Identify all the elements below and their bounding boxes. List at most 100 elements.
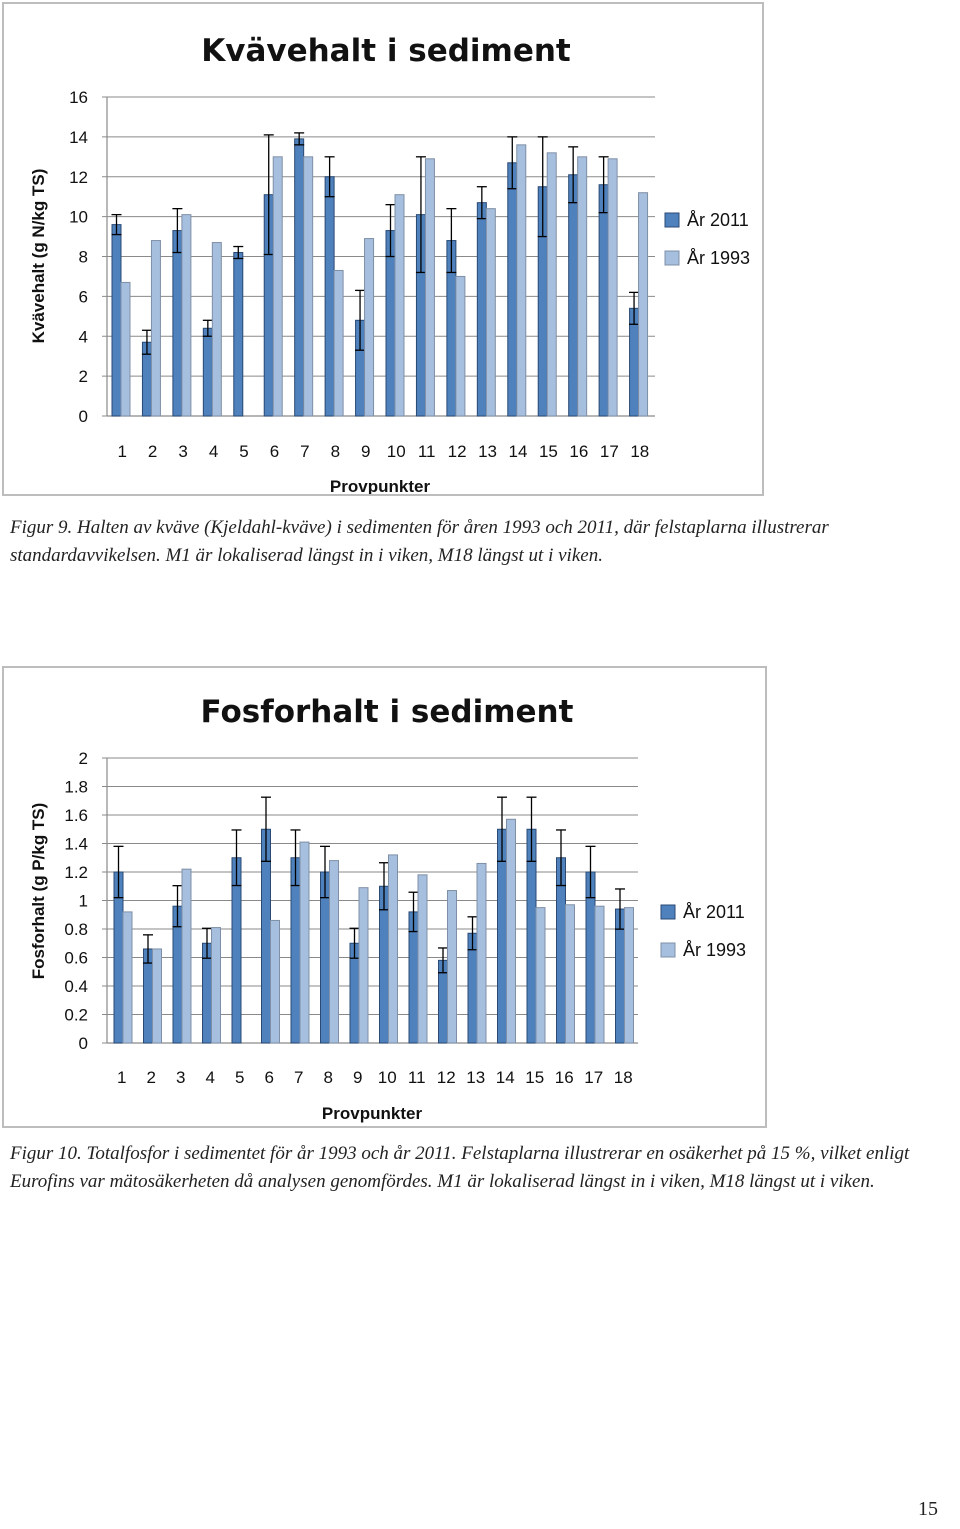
nitrogen-legend-swatch xyxy=(664,212,680,228)
nitrogen-bar-1993 xyxy=(394,194,405,417)
phosphorus-bar-1993 xyxy=(535,907,546,1044)
nitrogen-category-label: 9 xyxy=(361,442,370,461)
phosphorus-error-bar xyxy=(172,885,183,928)
phosphorus-bar-1993 xyxy=(447,890,457,1044)
nitrogen-bar-2011 xyxy=(111,224,122,417)
phosphorus-legend-swatch xyxy=(660,904,676,920)
phosphorus-bar-1993 xyxy=(181,868,192,1044)
nitrogen-error-bar xyxy=(294,132,305,146)
nitrogen-error-bar xyxy=(476,186,487,220)
phosphorus-bar-1993 xyxy=(417,874,428,1044)
phosphorus-error-bar xyxy=(408,891,419,933)
nitrogen-bar-2011 xyxy=(568,174,579,417)
phosphorus-bar-1993 xyxy=(565,904,575,1044)
nitrogen-category-label: 5 xyxy=(239,442,248,461)
nitrogen-category-label: 3 xyxy=(178,442,187,461)
nitrogen-bar-1993 xyxy=(638,192,649,417)
phosphorus-ytick-label: 2 xyxy=(79,749,88,768)
phosphorus-bar-1993 xyxy=(358,887,369,1044)
phosphorus-error-bar xyxy=(113,845,124,899)
phosphorus-ytick-label: 0.6 xyxy=(64,949,88,968)
nitrogen-ytick-label: 2 xyxy=(79,367,88,386)
nitrogen-bar-1993 xyxy=(516,144,527,417)
nitrogen-error-bar xyxy=(141,329,152,355)
nitrogen-bar-1993 xyxy=(485,208,496,417)
nitrogen-category-label: 17 xyxy=(600,442,619,461)
phosphorus-category-label: 15 xyxy=(525,1068,544,1087)
phosphorus-category-label: 3 xyxy=(176,1068,185,1087)
nitrogen-chart: Kvävehalt i sediment 0 2 4 6 8 10 12 14 16 Kväveha… xyxy=(2,2,764,496)
phosphorus-category-label: 6 xyxy=(265,1068,274,1087)
nitrogen-category-label: 2 xyxy=(148,442,157,461)
phosphorus-error-bar xyxy=(261,796,271,862)
nitrogen-error-bar xyxy=(324,156,335,198)
nitrogen-error-bar xyxy=(263,134,274,256)
phosphorus-bar-1993 xyxy=(624,907,634,1044)
phosphorus-category-label: 10 xyxy=(378,1068,397,1087)
phosphorus-error-bar xyxy=(556,829,566,887)
phosphorus-category-label: 1 xyxy=(117,1068,126,1087)
phosphorus-error-bar xyxy=(349,927,360,959)
nitrogen-bar-1993 xyxy=(455,275,466,417)
nitrogen-bar-1993 xyxy=(424,158,435,417)
nitrogen-error-bar xyxy=(355,289,366,351)
phosphorus-error-bar xyxy=(231,829,242,887)
phosphorus-ytick-label: 0.2 xyxy=(64,1006,88,1025)
nitrogen-bar-1993 xyxy=(181,214,192,417)
phosphorus-ytick-label: 0.8 xyxy=(64,920,88,939)
nitrogen-error-bar xyxy=(385,204,396,258)
phosphorus-bar-1993 xyxy=(211,927,221,1044)
nitrogen-ytick-label: 8 xyxy=(79,248,88,267)
nitrogen-bar-2011 xyxy=(324,176,335,417)
nitrogen-error-bar xyxy=(629,291,640,325)
nitrogen-ytick-label: 4 xyxy=(79,327,88,346)
phosphorus-error-bar xyxy=(379,862,389,911)
nitrogen-category-label: 4 xyxy=(209,442,218,461)
nitrogen-error-bar xyxy=(446,207,457,274)
nitrogen-category-label: 11 xyxy=(418,442,436,461)
phosphorus-category-label: 11 xyxy=(408,1068,426,1087)
nitrogen-category-label: 1 xyxy=(117,442,126,461)
figure-9-caption: Figur 9. Halten av kväve (Kjeldahl-kväve… xyxy=(10,517,829,566)
phosphorus-legend-label: År 1993 xyxy=(683,940,746,960)
phosphorus-bar-1993 xyxy=(122,911,133,1044)
nitrogen-error-bar xyxy=(537,136,548,238)
phosphorus-bar-1993 xyxy=(270,919,280,1044)
page-number: 15 xyxy=(918,1498,938,1520)
nitrogen-legend-label: År 1993 xyxy=(687,248,750,268)
nitrogen-bar-2011 xyxy=(172,230,183,417)
phosphorus-ytick-label: 1 xyxy=(79,892,88,911)
phosphorus-category-label: 4 xyxy=(206,1068,215,1087)
phosphorus-bar-1993 xyxy=(594,905,605,1044)
nitrogen-x-axis-label: Provpunkter xyxy=(330,477,431,494)
phosphorus-category-label: 14 xyxy=(496,1068,515,1087)
nitrogen-error-bar xyxy=(111,213,122,236)
nitrogen-bar-2011 xyxy=(233,252,244,417)
nitrogen-legend-label: År 2011 xyxy=(687,210,749,230)
nitrogen-bar-1993 xyxy=(150,240,161,417)
phosphorus-ytick-label: 0.4 xyxy=(64,977,88,996)
nitrogen-bar-2011 xyxy=(507,162,518,417)
phosphorus-error-bar xyxy=(585,845,596,899)
phosphorus-category-label: 2 xyxy=(147,1068,156,1087)
nitrogen-category-label: 15 xyxy=(539,442,558,461)
nitrogen-category-label: 6 xyxy=(270,442,279,461)
nitrogen-bar-1993 xyxy=(303,156,314,417)
nitrogen-bar-2011 xyxy=(202,327,213,417)
nitrogen-bar-1993 xyxy=(546,152,557,417)
phosphorus-error-bar xyxy=(202,927,212,959)
nitrogen-bar-1993 xyxy=(333,269,344,417)
nitrogen-category-label: 16 xyxy=(569,442,588,461)
nitrogen-bar-1993 xyxy=(607,158,618,417)
nitrogen-bar-2011 xyxy=(385,230,396,417)
phosphorus-bar-1993 xyxy=(299,841,310,1044)
phosphorus-x-axis-label: Provpunkter xyxy=(322,1104,423,1123)
nitrogen-error-bar xyxy=(415,156,426,274)
phosphorus-error-bar xyxy=(615,888,625,930)
phosphorus-category-label: 5 xyxy=(235,1068,244,1087)
phosphorus-category-label: 18 xyxy=(614,1068,633,1087)
phosphorus-category-label: 7 xyxy=(294,1068,303,1087)
nitrogen-error-bar xyxy=(507,136,518,190)
phosphorus-bar-1993 xyxy=(506,818,516,1044)
nitrogen-bar-2011 xyxy=(598,184,609,417)
